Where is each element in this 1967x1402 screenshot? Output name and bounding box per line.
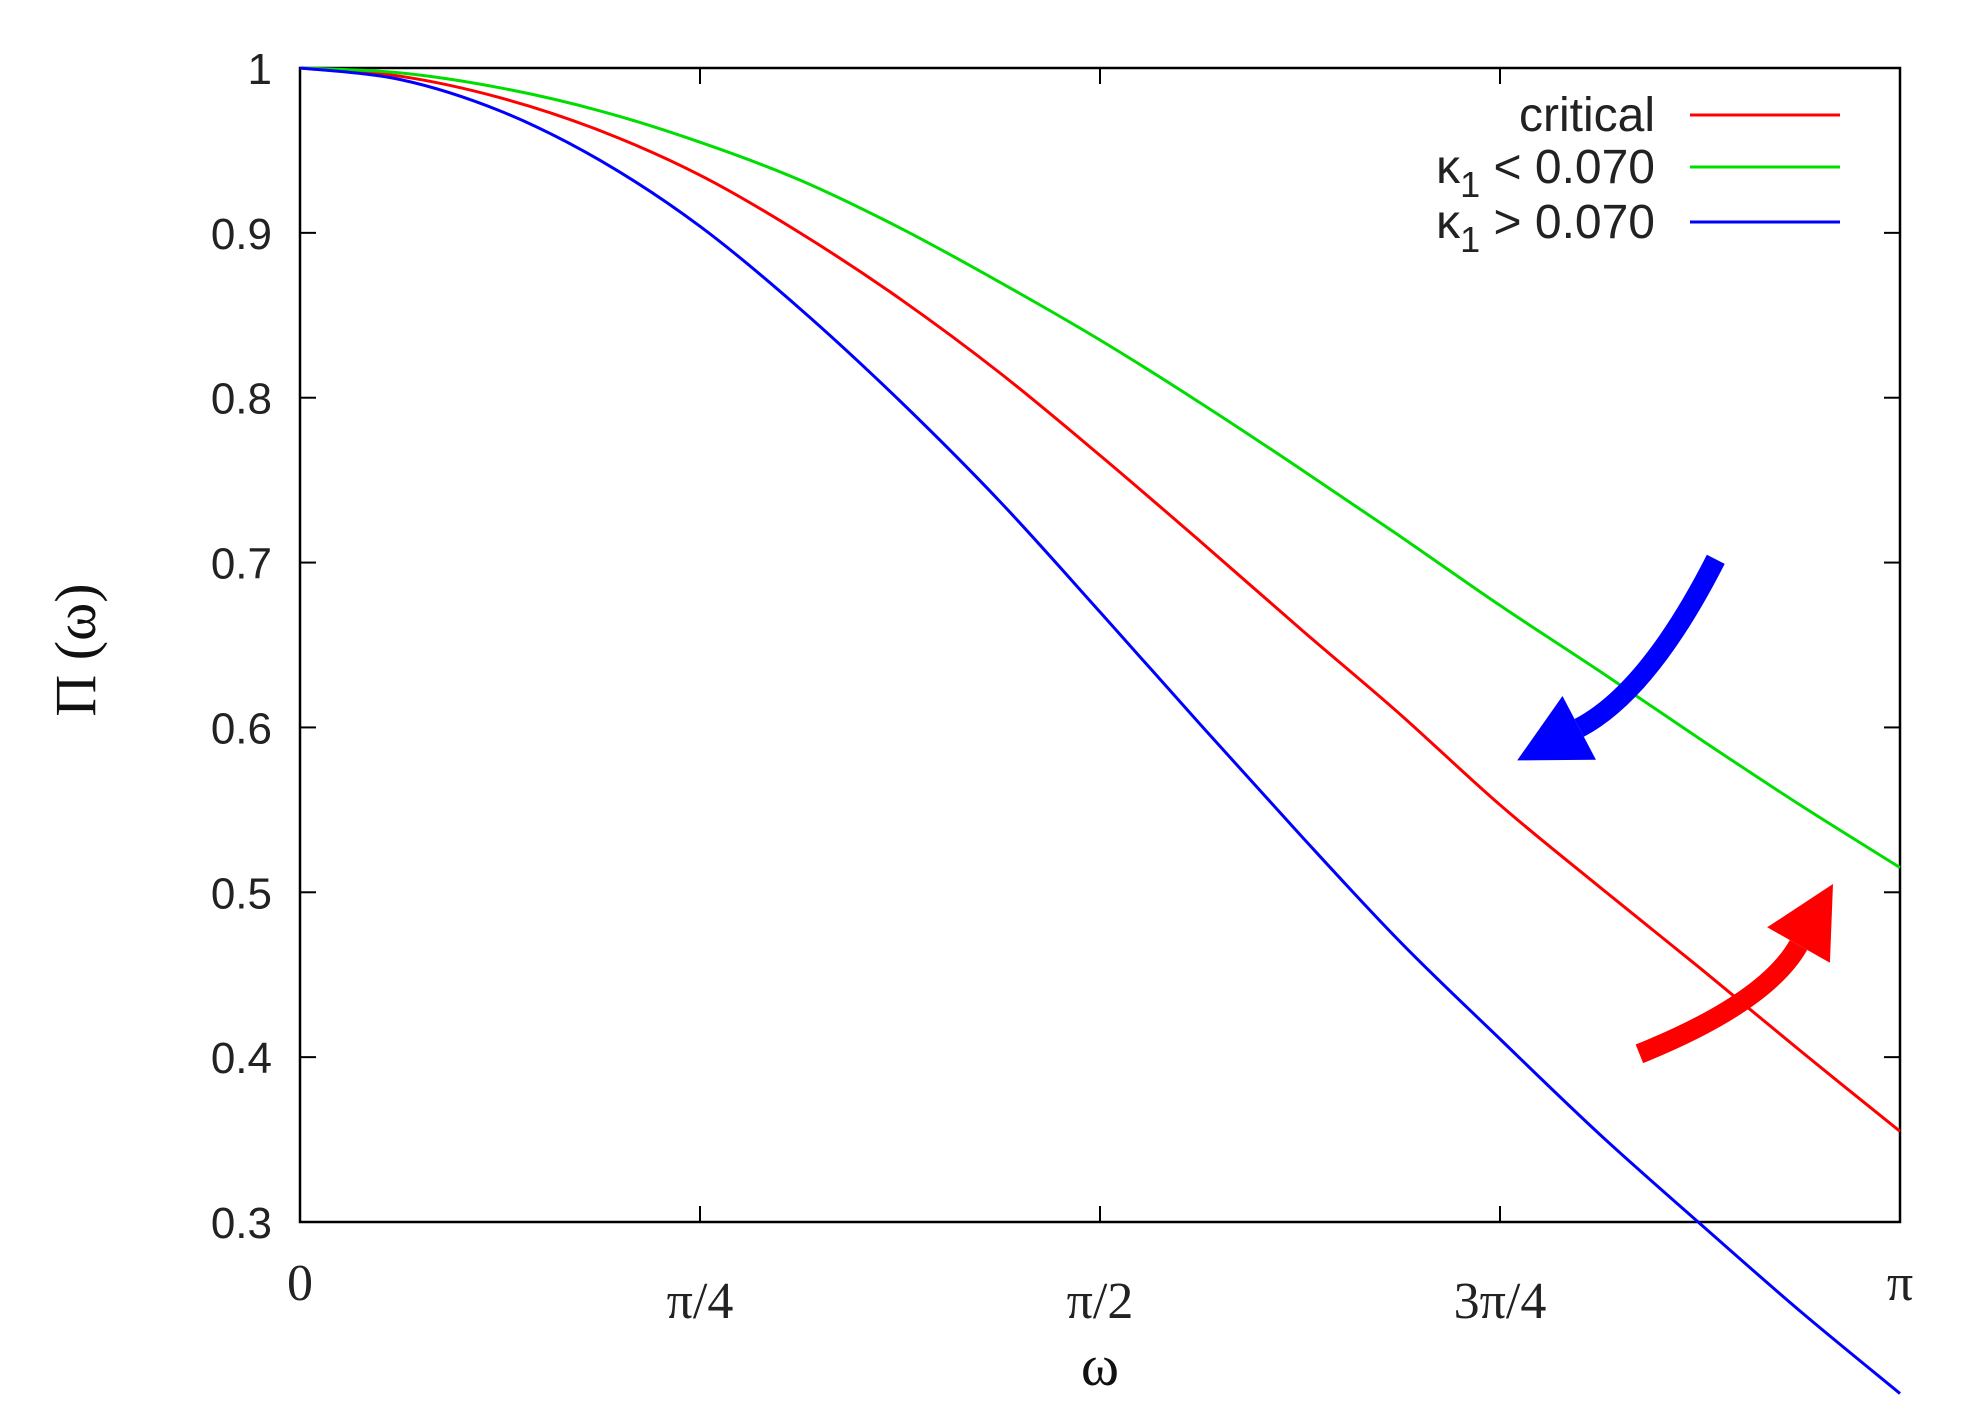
tick-labels: 0.3 0.4 0.5 0.6 0.7 0.8 0.9 1 0 π/4 π/2 3π/4 π (211, 45, 1913, 1330)
y-tick-label: 0.9 (211, 210, 272, 259)
legend-label: critical (1519, 89, 1655, 142)
annotation-arrow-shaft (1635, 939, 1808, 1064)
legend-label: κ1 > 0.070 (1436, 196, 1655, 260)
y-tick-label: 0.4 (211, 1034, 272, 1083)
y-tick-label: 1 (248, 45, 272, 94)
annotation-arrow-head (1517, 696, 1596, 761)
y-tick-label: 0.6 (211, 704, 272, 753)
y-tick-label: 0.7 (211, 540, 272, 589)
x-tick-label: π/2 (1067, 1273, 1134, 1330)
x-tick-label: 3π/4 (1454, 1273, 1547, 1330)
annotation-arrow-head (1767, 884, 1833, 963)
series-line (299, 66, 1901, 869)
y-tick-label: 0.3 (211, 1199, 272, 1248)
x-axis-title: ω (1081, 1333, 1119, 1398)
x-tick-label: π (1887, 1255, 1913, 1312)
annotations (1517, 554, 1833, 1064)
y-axis-title: Π (ω) (43, 583, 108, 716)
legend-label: κ1 < 0.070 (1436, 141, 1655, 205)
x-tick-label: 0 (287, 1255, 313, 1312)
axis-ticks (299, 67, 1901, 1223)
y-tick-label: 0.5 (211, 869, 272, 918)
y-tick-label: 0.8 (211, 375, 272, 424)
x-tick-label: π/4 (667, 1273, 734, 1330)
series-line (299, 66, 1901, 1133)
series-line (299, 66, 1901, 1395)
annotation-arrow-shaft (1574, 554, 1725, 737)
series-lines (299, 66, 1901, 1395)
